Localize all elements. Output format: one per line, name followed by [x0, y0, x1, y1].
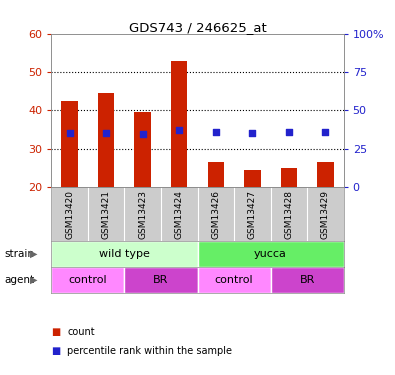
Point — [213, 129, 219, 135]
Text: GSM13424: GSM13424 — [175, 190, 184, 238]
Text: BR: BR — [153, 275, 169, 285]
Text: count: count — [67, 327, 95, 337]
Bar — [244, 170, 261, 187]
Point — [66, 130, 73, 136]
Text: GSM13427: GSM13427 — [248, 190, 257, 238]
Text: ■: ■ — [51, 327, 60, 337]
Text: BR: BR — [299, 275, 315, 285]
Point — [139, 131, 146, 137]
Text: ■: ■ — [51, 346, 60, 355]
Text: GSM13429: GSM13429 — [321, 190, 330, 238]
Text: wild type: wild type — [99, 249, 150, 259]
Text: agent: agent — [4, 275, 34, 285]
Bar — [280, 168, 297, 187]
Bar — [134, 112, 151, 187]
Text: ▶: ▶ — [30, 249, 37, 259]
Text: percentile rank within the sample: percentile rank within the sample — [67, 346, 232, 355]
Text: yucca: yucca — [254, 249, 287, 259]
Bar — [198, 267, 271, 292]
Text: GDS743 / 246625_at: GDS743 / 246625_at — [129, 21, 266, 34]
Text: GSM13428: GSM13428 — [284, 190, 293, 238]
Text: GSM13421: GSM13421 — [102, 190, 111, 238]
Text: GSM13420: GSM13420 — [65, 190, 74, 238]
Point — [322, 129, 329, 135]
Bar — [207, 162, 224, 187]
Text: GSM13423: GSM13423 — [138, 190, 147, 238]
Bar — [51, 242, 198, 267]
Text: strain: strain — [4, 249, 34, 259]
Text: control: control — [215, 275, 253, 285]
Point — [249, 130, 256, 136]
Bar — [198, 242, 344, 267]
Bar — [171, 60, 188, 187]
Bar — [98, 93, 115, 187]
Text: GSM13426: GSM13426 — [211, 190, 220, 238]
Bar — [124, 267, 198, 292]
Point — [103, 130, 109, 136]
Point — [176, 127, 182, 133]
Bar — [51, 267, 124, 292]
Bar — [61, 101, 78, 187]
Text: ▶: ▶ — [30, 275, 37, 285]
Text: control: control — [69, 275, 107, 285]
Bar — [317, 162, 334, 187]
Bar — [271, 267, 344, 292]
Point — [286, 129, 292, 135]
